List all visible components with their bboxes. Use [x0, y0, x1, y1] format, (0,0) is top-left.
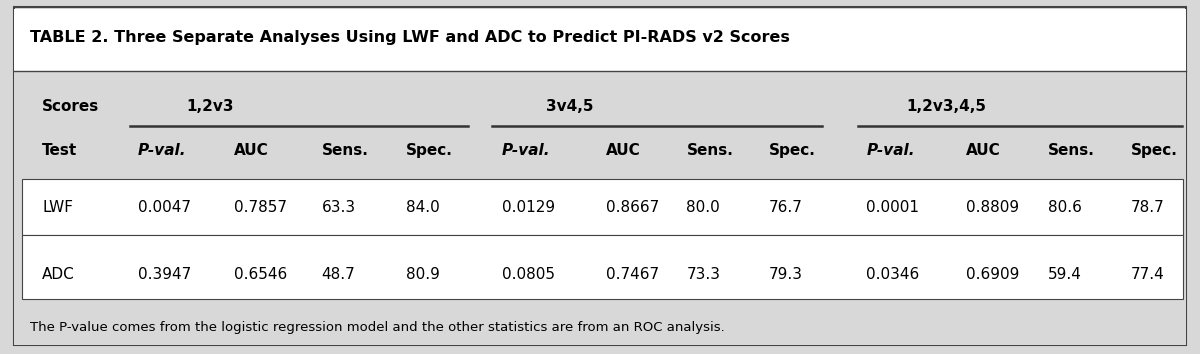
Text: Spec.: Spec. — [1130, 143, 1177, 158]
Text: 78.7: 78.7 — [1130, 200, 1164, 215]
Text: 0.0346: 0.0346 — [866, 267, 919, 282]
Text: 1,2v3: 1,2v3 — [186, 99, 234, 114]
Text: 73.3: 73.3 — [686, 267, 720, 282]
Text: Spec.: Spec. — [769, 143, 816, 158]
Text: 80.6: 80.6 — [1048, 200, 1081, 215]
FancyBboxPatch shape — [22, 235, 1183, 299]
FancyBboxPatch shape — [22, 179, 1183, 235]
FancyBboxPatch shape — [14, 7, 1186, 345]
Text: 63.3: 63.3 — [322, 200, 355, 215]
Text: 59.4: 59.4 — [1048, 267, 1081, 282]
Text: Sens.: Sens. — [322, 143, 368, 158]
Text: P-val.: P-val. — [502, 143, 550, 158]
Text: Sens.: Sens. — [1048, 143, 1094, 158]
Text: 3v4,5: 3v4,5 — [546, 99, 594, 114]
Text: Scores: Scores — [42, 99, 100, 114]
Text: The P-value comes from the logistic regression model and the other statistics ar: The P-value comes from the logistic regr… — [30, 321, 725, 334]
Text: 0.7467: 0.7467 — [606, 267, 659, 282]
Text: 0.6546: 0.6546 — [234, 267, 287, 282]
FancyBboxPatch shape — [14, 71, 1186, 345]
Text: TABLE 2. Three Separate Analyses Using LWF and ADC to Predict PI-RADS v2 Scores: TABLE 2. Three Separate Analyses Using L… — [30, 30, 790, 45]
Text: P-val.: P-val. — [866, 143, 914, 158]
Text: 80.0: 80.0 — [686, 200, 720, 215]
Text: P-val.: P-val. — [138, 143, 186, 158]
Text: 79.3: 79.3 — [769, 267, 803, 282]
Text: 80.9: 80.9 — [406, 267, 439, 282]
Text: AUC: AUC — [966, 143, 1001, 158]
Text: AUC: AUC — [606, 143, 641, 158]
FancyBboxPatch shape — [14, 9, 1186, 71]
Text: 0.3947: 0.3947 — [138, 267, 191, 282]
Text: 84.0: 84.0 — [406, 200, 439, 215]
Text: 0.0047: 0.0047 — [138, 200, 191, 215]
Text: ADC: ADC — [42, 267, 74, 282]
Text: 48.7: 48.7 — [322, 267, 355, 282]
Text: 1,2v3,4,5: 1,2v3,4,5 — [906, 99, 986, 114]
Text: 0.7857: 0.7857 — [234, 200, 287, 215]
Text: Sens.: Sens. — [686, 143, 733, 158]
Text: 0.8809: 0.8809 — [966, 200, 1019, 215]
Text: 0.6909: 0.6909 — [966, 267, 1019, 282]
Text: AUC: AUC — [234, 143, 269, 158]
Text: 76.7: 76.7 — [769, 200, 803, 215]
Text: 0.0805: 0.0805 — [502, 267, 554, 282]
Text: 77.4: 77.4 — [1130, 267, 1164, 282]
Text: 0.0001: 0.0001 — [866, 200, 919, 215]
Text: Test: Test — [42, 143, 77, 158]
Text: 0.0129: 0.0129 — [502, 200, 554, 215]
Text: Spec.: Spec. — [406, 143, 452, 158]
Text: LWF: LWF — [42, 200, 73, 215]
Text: 0.8667: 0.8667 — [606, 200, 659, 215]
